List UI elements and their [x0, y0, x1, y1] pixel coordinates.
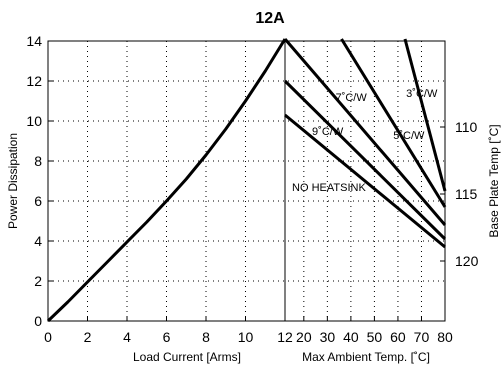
right-tick-label: 110: [455, 119, 478, 135]
load-tick-label: 0: [44, 329, 52, 345]
derating-line-label: 3˚C/W: [406, 88, 438, 100]
load-tick-label: 10: [238, 329, 254, 345]
derating-line: [403, 38, 447, 192]
ambient-tick-label: 50: [367, 329, 383, 345]
load-tick-label: 8: [202, 329, 210, 345]
annotations: 3˚C/W 5˚C/W 7˚C/W 9˚C/W NO HEATSINK: [292, 88, 438, 194]
left-tick-label: 10: [26, 113, 42, 129]
right-axis-ticks: 110 115 120: [440, 119, 479, 269]
left-tick-label: 14: [26, 33, 42, 49]
left-tick-label: 12: [26, 73, 42, 89]
derating-line-label: 9˚C/W: [312, 126, 344, 138]
ambient-tick-label: 70: [414, 329, 430, 345]
derating-line: [283, 38, 447, 226]
load-axis-label: Load Current [Arms]: [133, 350, 241, 364]
load-tick-label: 12: [277, 329, 293, 345]
load-axis-ticks: 0 2 4 6 8 10 12: [44, 316, 293, 345]
dissipation-curve: [46, 38, 287, 323]
derating-line-label: 7˚C/W: [336, 92, 368, 104]
left-axis-label: Power Dissipation: [6, 133, 20, 229]
ambient-axis-ticks: 20 30 40 50 60 70 80: [284, 316, 453, 345]
left-tick-label: 6: [34, 193, 42, 209]
derating-line: [340, 38, 447, 208]
left-tick-label: 0: [34, 313, 42, 329]
grid: [48, 41, 445, 321]
ambient-tick-label: 20: [296, 329, 312, 345]
derating-line: [284, 113, 446, 249]
series: [46, 38, 447, 323]
right-tick-label: 120: [455, 253, 479, 269]
ambient-axis-label: Max Ambient Temp. [˚C]: [302, 350, 430, 364]
ambient-tick-label: 80: [437, 329, 453, 345]
derating-line-label: 5˚C/W: [393, 130, 425, 142]
ambient-tick-label: 30: [320, 329, 336, 345]
load-tick-label: 4: [123, 329, 131, 345]
load-tick-label: 6: [163, 329, 171, 345]
right-tick-label: 115: [455, 186, 478, 202]
derating-line: [283, 79, 447, 241]
ambient-tick-label: 60: [390, 329, 406, 345]
plot-frame: [47, 40, 446, 322]
chart-title: 12A: [255, 10, 285, 27]
load-tick-label: 2: [84, 329, 92, 345]
left-axis-ticks: 0 2 4 6 8 10 12 14: [26, 33, 53, 329]
derating-line-label: NO HEATSINK: [292, 182, 366, 194]
left-tick-label: 8: [34, 153, 42, 169]
right-axis-label: Base Plate Temp [˚C]: [487, 124, 501, 237]
left-tick-label: 4: [34, 233, 42, 249]
left-tick-label: 2: [34, 273, 42, 289]
ambient-tick-label: 40: [343, 329, 359, 345]
